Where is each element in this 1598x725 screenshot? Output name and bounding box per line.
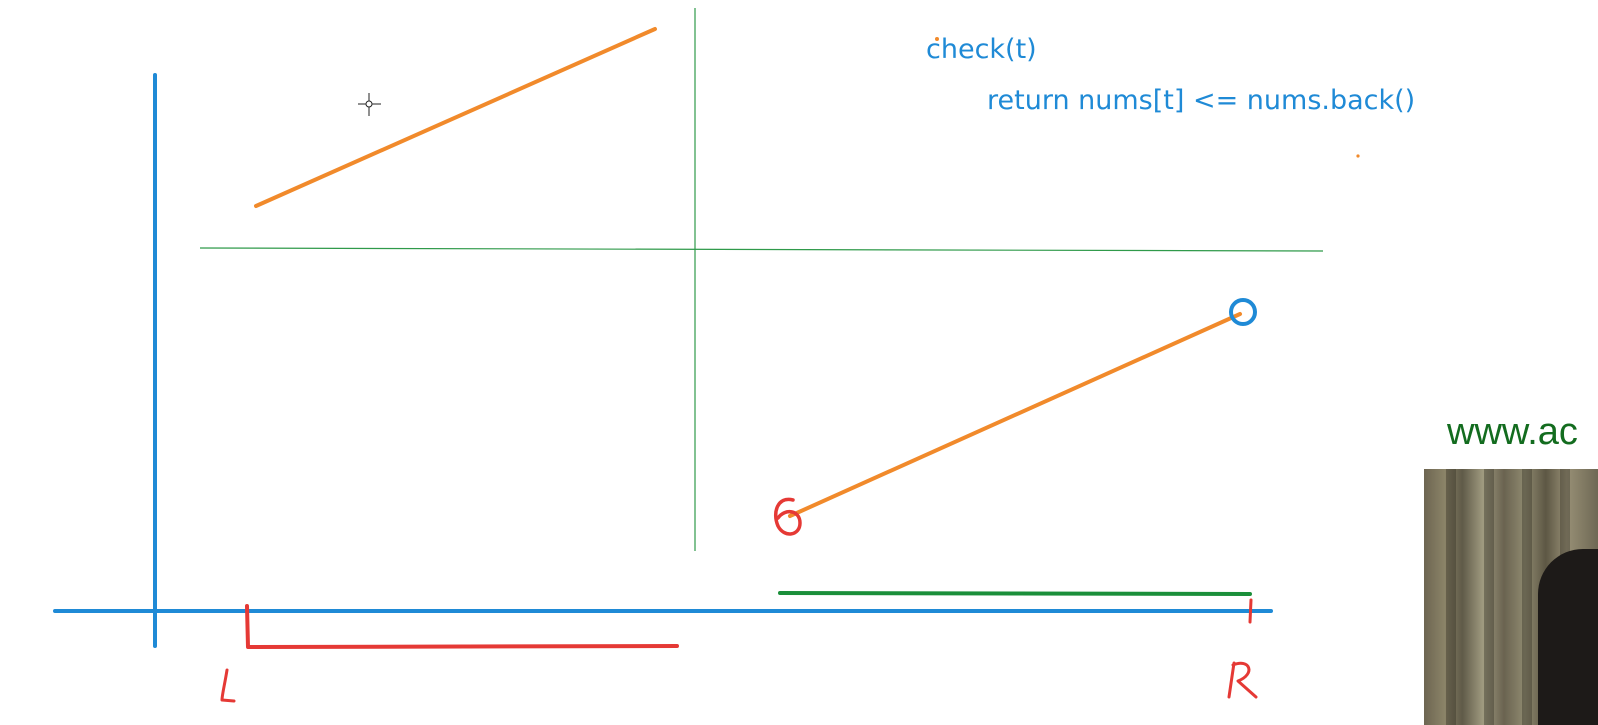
- webcam-overlay: [1424, 469, 1598, 725]
- red-start-marker: [773, 497, 802, 536]
- red-interval-bracket: [245, 604, 679, 649]
- presenter-silhouette: [1538, 549, 1598, 725]
- R-letter-mark: [1227, 661, 1258, 699]
- crosshair-cursor-icon: [358, 93, 381, 116]
- upper-increasing-segment: [254, 27, 657, 208]
- L-letter-mark: [220, 668, 236, 703]
- orange-dot: [935, 37, 939, 41]
- circle-marker-icon: [1229, 298, 1257, 326]
- code-return-statement: return nums[t] <= nums.back(): [987, 85, 1416, 116]
- lower-increasing-segment: [788, 312, 1242, 518]
- code-function-signature: check(t): [926, 34, 1037, 65]
- horizontal-guide-line: [199, 247, 1324, 252]
- orange-dot: [1356, 154, 1360, 158]
- site-watermark: www.ac: [1447, 411, 1578, 453]
- green-interval-line: [778, 591, 1252, 596]
- right-boundary-tick: [1248, 598, 1253, 624]
